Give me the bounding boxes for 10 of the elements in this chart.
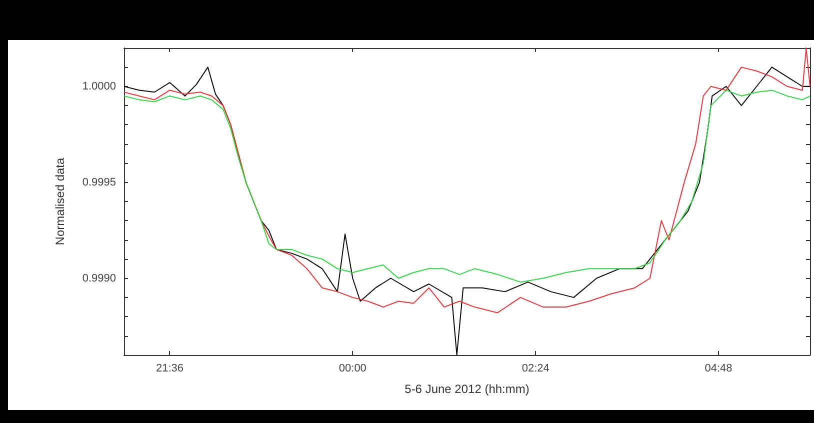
y-tick-label: 0.9990 — [82, 272, 116, 284]
line-series — [124, 90, 810, 283]
x-tick-label: 02:24 — [522, 362, 550, 374]
y-tick-label: 1.0000 — [82, 80, 116, 92]
y-axis-title: Normalised data — [53, 157, 67, 246]
x-axis-title: 5-6 June 2012 (hh:mm) — [404, 382, 530, 396]
y-tick-label: 0.9995 — [82, 176, 116, 188]
x-tick-label: 21:36 — [156, 362, 184, 374]
x-tick-label: 00:00 — [338, 362, 366, 374]
x-tick-label: 04:48 — [704, 362, 732, 374]
